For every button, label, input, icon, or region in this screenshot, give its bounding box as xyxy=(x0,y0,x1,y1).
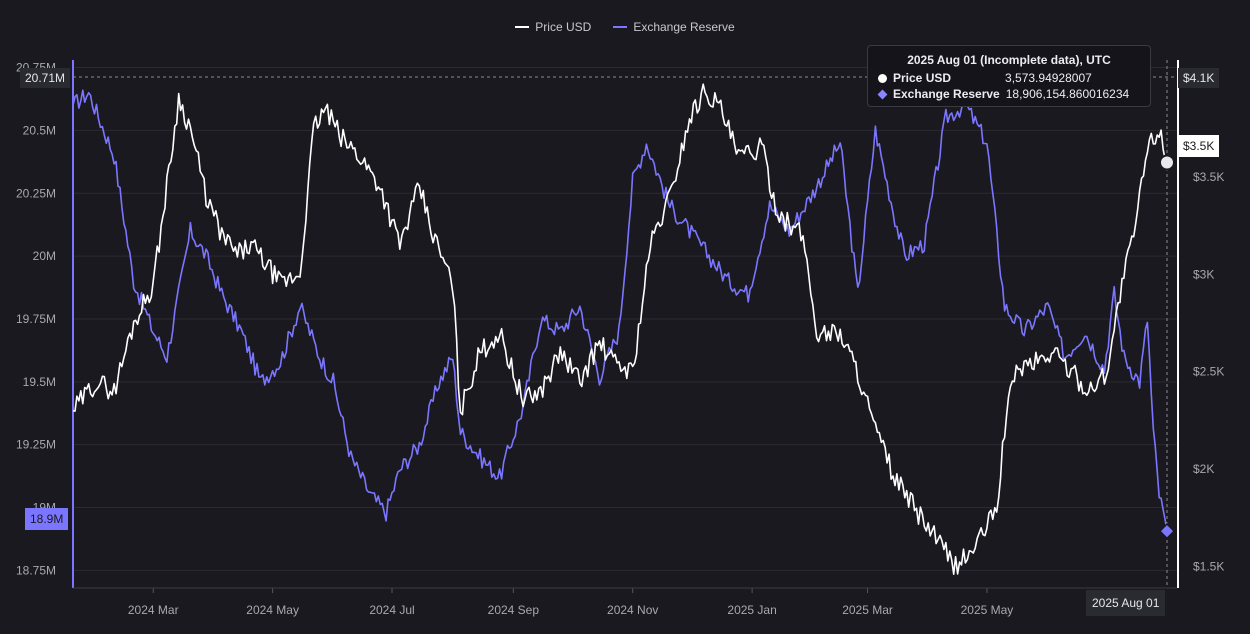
series-layer xyxy=(72,83,1168,575)
y-right-tick-label: $3K xyxy=(1193,267,1214,281)
y-left-tick-label: 19.75M xyxy=(16,312,56,326)
reserve-diamond-icon xyxy=(877,89,888,99)
y-left-tick-label: 20M xyxy=(33,249,56,263)
reserve-swatch xyxy=(613,26,628,28)
price-point-marker xyxy=(1159,154,1175,171)
tooltip-row-reserve: Exchange Reserve 18,906,154.860016234 xyxy=(877,86,1140,102)
y-right-tick-label: $2.5K xyxy=(1193,365,1224,379)
crosshair-date-flag: 2025 Aug 01 xyxy=(1086,590,1166,616)
right-axis-max-flag: $4.1K xyxy=(1178,68,1220,88)
y-right-tick-label: $2K xyxy=(1193,462,1214,476)
y-left-tick-label: 20.25M xyxy=(16,186,56,200)
legend: Price USD Exchange Reserve xyxy=(0,20,1250,34)
left-axis-max-flag: 20.71M xyxy=(20,68,71,88)
price-dot-icon xyxy=(878,73,887,83)
price-swatch xyxy=(515,26,530,28)
y-left-tick-label: 18.75M xyxy=(16,563,56,577)
y-left-tick-label: 20.5M xyxy=(23,123,56,137)
y-left-tick-label: 19.25M xyxy=(16,438,56,452)
y-left-tick-label: 19.5M xyxy=(23,375,56,389)
tooltip-reserve-name: Exchange Reserve xyxy=(893,87,1000,101)
x-tick-label: 2024 Nov xyxy=(607,603,658,617)
x-tick-label: 2025 Mar xyxy=(842,603,893,617)
legend-item-price[interactable]: Price USD xyxy=(515,20,591,34)
x-tick-label: 2024 May xyxy=(246,603,299,617)
x-tick-label: 2024 Sep xyxy=(488,603,540,617)
tooltip-title: 2025 Aug 01 (Incomplete data), UTC xyxy=(907,53,1111,67)
grid-lines xyxy=(73,67,1177,571)
crosshair xyxy=(73,60,1177,588)
hover-tooltip: 2025 Aug 01 (Incomplete data), UTC Price… xyxy=(867,45,1151,107)
legend-label-price: Price USD xyxy=(535,20,592,34)
x-tick-label: 2024 Mar xyxy=(128,603,179,617)
legend-label-reserve: Exchange Reserve xyxy=(633,20,735,34)
y-right-tick-label: $3.5K xyxy=(1193,170,1224,184)
reserve-point-marker xyxy=(1158,523,1176,540)
tooltip-price-name: Price USD xyxy=(893,71,952,85)
x-tick-label: 2025 May xyxy=(961,603,1014,617)
right-axis-current-flag: $3.5K xyxy=(1178,135,1220,157)
x-tick-label: 2025 Jan xyxy=(727,603,776,617)
series-line-price-usd xyxy=(72,83,1168,575)
x-tick-label: 2024 Jul xyxy=(369,603,414,617)
tooltip-row-price: Price USD 3,573.94928007 xyxy=(878,70,1140,86)
series-line-exchange-reserve xyxy=(72,89,1168,532)
y-right-tick-label: $1.5K xyxy=(1193,560,1224,574)
axes: 20.75M20.5M20.25M20M19.75M19.5M19.25M19M… xyxy=(16,60,1224,617)
tooltip-price-value: 3,573.94928007 xyxy=(1005,71,1092,85)
legend-item-reserve[interactable]: Exchange Reserve xyxy=(613,20,735,34)
tooltip-reserve-value: 18,906,154.860016234 xyxy=(1005,87,1130,101)
left-axis-current-flag: 18.9M xyxy=(25,508,69,530)
